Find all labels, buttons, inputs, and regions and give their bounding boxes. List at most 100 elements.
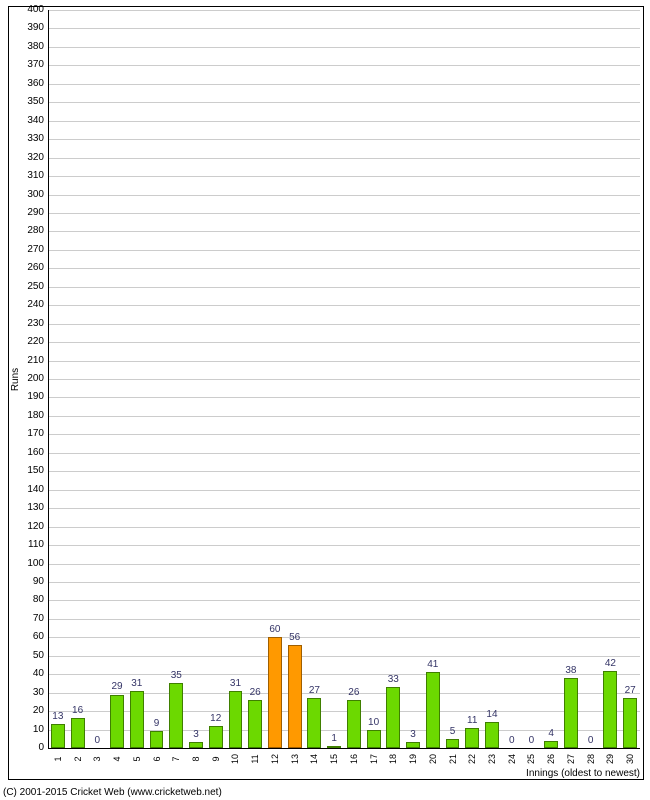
- bar-value-label: 10: [364, 718, 384, 728]
- bar-value-label: 1: [324, 734, 344, 744]
- y-tick-label: 230: [18, 319, 44, 329]
- gridline: [48, 231, 640, 232]
- bar: [564, 678, 578, 748]
- y-tick-label: 210: [18, 356, 44, 366]
- x-tick-label: 24: [507, 751, 517, 767]
- bar-value-label: 26: [344, 688, 364, 698]
- gridline: [48, 748, 640, 749]
- y-tick-label: 200: [18, 374, 44, 384]
- gridline: [48, 564, 640, 565]
- gridline: [48, 342, 640, 343]
- bar: [347, 700, 361, 748]
- y-tick-label: 340: [18, 116, 44, 126]
- x-tick-label: 28: [586, 751, 596, 767]
- x-tick-label: 23: [487, 751, 497, 767]
- y-tick-label: 80: [18, 595, 44, 605]
- y-tick-label: 120: [18, 522, 44, 532]
- bar-value-label: 3: [403, 730, 423, 740]
- bar-value-label: 26: [245, 688, 265, 698]
- bar-value-label: 16: [68, 706, 88, 716]
- bar: [71, 718, 85, 748]
- y-tick-label: 390: [18, 23, 44, 33]
- bar-value-label: 42: [601, 659, 621, 669]
- gridline: [48, 471, 640, 472]
- x-axis-title: Innings (oldest to newest): [526, 768, 640, 779]
- gridline: [48, 600, 640, 601]
- y-tick-label: 10: [18, 725, 44, 735]
- gridline: [48, 158, 640, 159]
- x-tick-label: 13: [290, 751, 300, 767]
- y-tick-label: 180: [18, 411, 44, 421]
- bar: [544, 741, 558, 748]
- bar-value-label: 11: [462, 716, 482, 726]
- y-tick-label: 220: [18, 337, 44, 347]
- gridline: [48, 102, 640, 103]
- bar-value-label: 38: [561, 666, 581, 676]
- y-tick-label: 240: [18, 300, 44, 310]
- x-tick-label: 9: [211, 751, 221, 767]
- y-tick-label: 30: [18, 688, 44, 698]
- bar: [130, 691, 144, 748]
- gridline: [48, 324, 640, 325]
- y-tick-label: 40: [18, 669, 44, 679]
- x-tick-label: 19: [408, 751, 418, 767]
- gridline: [48, 656, 640, 657]
- x-tick-label: 3: [92, 751, 102, 767]
- gridline: [48, 416, 640, 417]
- y-tick-label: 290: [18, 208, 44, 218]
- x-tick-label: 18: [388, 751, 398, 767]
- bar: [51, 724, 65, 748]
- bar-value-label: 27: [620, 686, 640, 696]
- y-axis-line: [48, 10, 49, 748]
- y-tick-label: 130: [18, 503, 44, 513]
- bar-value-label: 56: [285, 633, 305, 643]
- y-tick-label: 110: [18, 540, 44, 550]
- y-tick-label: 260: [18, 263, 44, 273]
- bar: [406, 742, 420, 748]
- y-tick-label: 140: [18, 485, 44, 495]
- bar-value-label: 0: [502, 736, 522, 746]
- bar-value-label: 0: [522, 736, 542, 746]
- bar-value-label: 31: [226, 679, 246, 689]
- bar-value-label: 27: [305, 686, 325, 696]
- bar-value-label: 35: [166, 671, 186, 681]
- y-tick-label: 20: [18, 706, 44, 716]
- gridline: [48, 195, 640, 196]
- x-tick-label: 17: [369, 751, 379, 767]
- gridline: [48, 287, 640, 288]
- x-tick-label: 27: [566, 751, 576, 767]
- bar: [268, 637, 282, 748]
- y-tick-label: 170: [18, 429, 44, 439]
- gridline: [48, 582, 640, 583]
- gridline: [48, 434, 640, 435]
- y-tick-label: 350: [18, 97, 44, 107]
- y-tick-label: 100: [18, 559, 44, 569]
- bar-value-label: 41: [423, 660, 443, 670]
- gridline: [48, 250, 640, 251]
- y-tick-label: 270: [18, 245, 44, 255]
- gridline: [48, 674, 640, 675]
- x-tick-label: 7: [171, 751, 181, 767]
- y-tick-label: 280: [18, 226, 44, 236]
- x-tick-label: 22: [467, 751, 477, 767]
- x-tick-label: 6: [152, 751, 162, 767]
- bar-value-label: 0: [581, 736, 601, 746]
- y-tick-label: 70: [18, 614, 44, 624]
- y-tick-label: 360: [18, 79, 44, 89]
- gridline: [48, 527, 640, 528]
- bar: [110, 695, 124, 749]
- bar: [367, 730, 381, 748]
- bar: [603, 671, 617, 748]
- bar-value-label: 31: [127, 679, 147, 689]
- gridline: [48, 213, 640, 214]
- y-tick-label: 370: [18, 60, 44, 70]
- x-tick-label: 1: [53, 751, 63, 767]
- x-tick-label: 8: [191, 751, 201, 767]
- bar-value-label: 13: [48, 712, 68, 722]
- x-tick-label: 21: [448, 751, 458, 767]
- bar: [248, 700, 262, 748]
- bar-value-label: 33: [383, 675, 403, 685]
- y-tick-label: 90: [18, 577, 44, 587]
- bar: [485, 722, 499, 748]
- bar: [386, 687, 400, 748]
